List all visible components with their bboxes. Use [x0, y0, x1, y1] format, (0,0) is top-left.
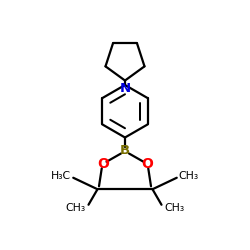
- Text: B: B: [120, 144, 130, 157]
- Text: H₃C: H₃C: [51, 171, 71, 181]
- Text: CH₃: CH₃: [164, 203, 184, 213]
- Text: O: O: [97, 157, 109, 171]
- Text: O: O: [141, 157, 153, 171]
- Text: CH₃: CH₃: [66, 203, 86, 213]
- Text: CH₃: CH₃: [179, 171, 199, 181]
- Text: N: N: [120, 82, 130, 94]
